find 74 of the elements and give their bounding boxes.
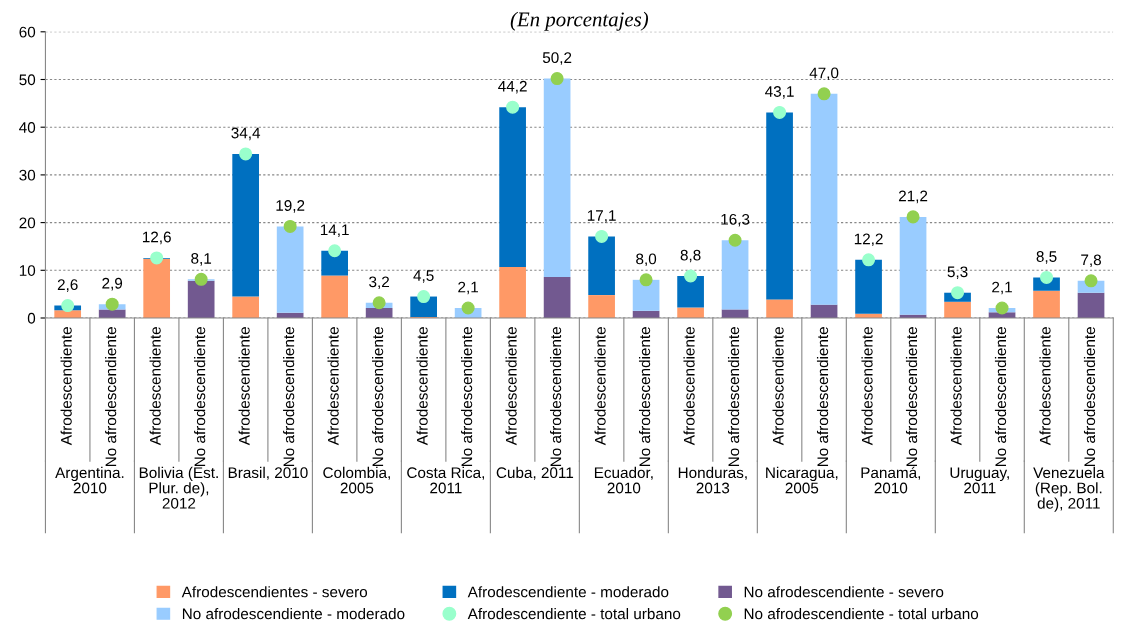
legend-label: Afrodescendientes - severo [181,586,368,598]
data-label: 44,2 [498,80,527,94]
y-tick-label: 50 [19,74,36,86]
data-label: 2,9 [102,277,123,291]
chart-title: (En porcentajes) [510,11,649,31]
x-tick-label: Afrodescendiente [594,327,606,446]
data-label: 14,1 [320,224,349,238]
x-tick-label: Afrodescendiente [238,327,250,446]
x-tick-label: No afrodescendiente [1083,327,1096,467]
data-label: 4,5 [413,270,434,283]
x-tick-label: No afrodescendiente [194,327,206,467]
text: Honduras, 2013 [678,466,747,494]
x-tick-label: No afrodescendiente [461,327,473,467]
x-tick-label: Afrodescendiente [416,327,428,446]
data-label: 21,2 [898,190,928,204]
data-label: 12,2 [854,233,883,247]
legend-label: No afrodescendiente - moderado [182,608,405,620]
x-tick-label: Afrodescendiente [60,327,72,446]
x-tick-label: Afrodescendiente [950,327,962,446]
data-label: 8,5 [1036,251,1057,264]
data-label: 8,8 [680,249,701,263]
x-tick-label: No afrodescendiente [905,327,918,467]
data-label: 7,8 [1081,254,1101,268]
x-tick-label: No afrodescendiente [816,327,829,467]
x-tick-label: Afrodescendiente [1039,327,1051,446]
text: Costa Rica, 2011 [407,466,484,494]
text: Brasil, 2010 [228,466,308,480]
data-label: 2,6 [57,279,78,292]
text: Argentina. 2010 [55,466,124,494]
text: Bolivia (Est. Plur. de), 2012 [139,466,218,509]
y-tick-label: 10 [19,265,36,276]
data-label: 8,0 [636,253,657,267]
text: Panamá, 2010 [861,466,921,494]
x-tick-label: No afrodescendiente [638,327,651,467]
y-tick-label: 40 [19,122,36,133]
text: Nicaragua, 2005 [766,466,838,494]
data-label: 2,1 [458,281,478,295]
data-label: 8,1 [191,253,212,266]
text: Ecuador, 2010 [594,466,653,494]
y-tick-label: 20 [19,217,36,229]
data-label: 2,1 [992,281,1012,295]
x-tick-label: No afrodescendiente [549,327,562,467]
y-tick-label: 60 [19,26,36,38]
data-label: 47,0 [809,67,839,81]
text: Venezuela (Rep. Bol. de), 2011 [1033,466,1105,512]
data-label: 43,1 [765,86,794,99]
x-tick-label: No afrodescendiente [994,327,1007,467]
legend-label: No afrodescendiente - total urbano [744,608,979,620]
text: Cuba, 2011 [496,466,574,480]
data-label: 5,3 [947,266,968,279]
data-label: 17,1 [587,210,616,223]
x-tick-label: Afrodescendiente [327,327,339,446]
x-tick-label: Afrodescendiente [149,327,161,446]
x-tick-label: No afrodescendiente [105,327,117,467]
data-label: 34,4 [231,127,261,141]
x-tick-label: Afrodescendiente [861,327,873,446]
x-tick-label: Afrodescendiente [683,327,695,446]
text: Uruguay, 2011 [950,467,1009,494]
data-label: 16,3 [721,213,750,227]
x-tick-label: Afrodescendiente [772,327,784,446]
legend-label: Afrodescendiente - moderado [467,586,669,598]
data-label: 3,2 [369,276,389,290]
legend-label: No afrodescendiente - severo [744,586,944,598]
y-tick-label: 30 [19,169,36,181]
data-label: 19,2 [276,200,305,213]
x-tick-label: No afrodescendiente [727,327,740,467]
text: Colombia, 2005 [323,466,390,494]
x-tick-label: No afrodescendiente [283,327,295,467]
y-tick-label: 0 [27,312,36,324]
legend-label: Afrodescendiente - total urbano [467,608,681,620]
data-label: 12,6 [142,231,171,245]
x-tick-label: Afrodescendiente [505,327,517,446]
data-label: 50,2 [542,52,572,65]
x-tick-label: No afrodescendiente [372,327,384,467]
